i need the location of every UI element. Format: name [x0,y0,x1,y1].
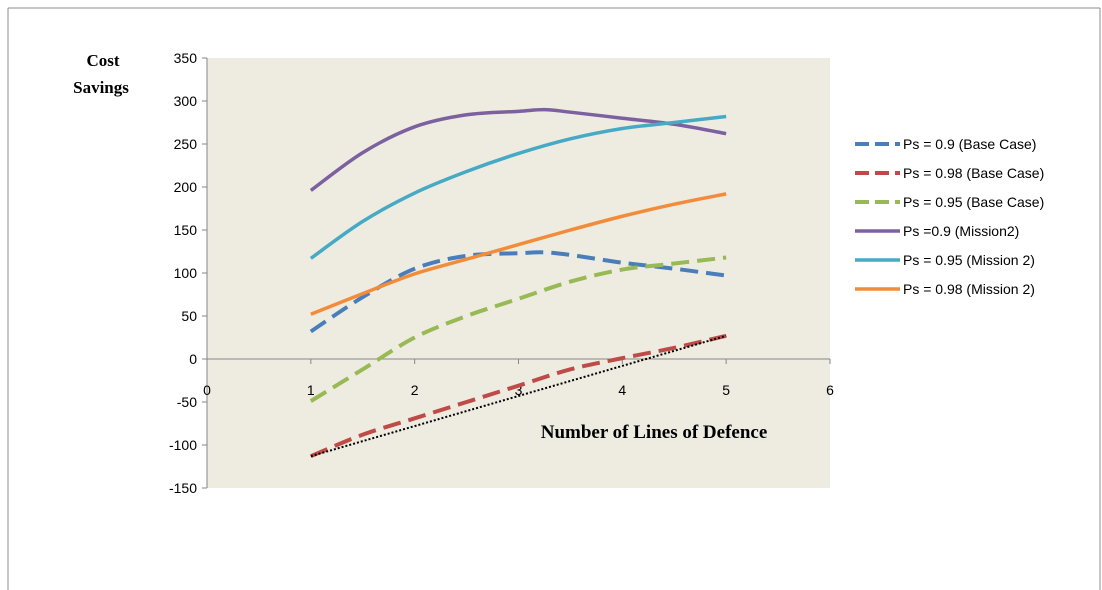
y-tick-label: 50 [181,308,197,324]
legend-label: Ps = 0.9 (Base Case) [903,136,1036,152]
plot-area [207,58,830,488]
y-tick-label: 100 [174,265,198,281]
y-tick-label: -50 [177,394,197,410]
y-tick-label: 350 [174,50,198,66]
y-tick-label: -150 [169,480,197,496]
legend-item-6: Ps = 0.98 (Mission 2) [855,281,1035,297]
y-tick-label: 200 [174,179,198,195]
y-tick-label: 0 [189,351,197,367]
legend-item-4: Ps =0.9 (Mission2) [855,223,1019,239]
y-axis-label-line-2: Savings [73,78,129,97]
series-line-4 [309,107,727,192]
legend-label: Ps =0.9 (Mission2) [903,223,1019,239]
y-axis-label-line-1: Cost [86,51,119,70]
y-tick-label: 150 [174,222,198,238]
series-line-6 [310,192,727,316]
series-line-2 [310,333,727,459]
x-tick-label: 2 [411,382,419,398]
x-tick-label: 0 [203,382,211,398]
y-tick-label: -100 [169,437,197,453]
legend-item-2: Ps = 0.98 (Base Case) [855,165,1044,181]
trendline [310,334,727,458]
legend-label: Ps = 0.98 (Base Case) [903,165,1044,181]
legend-label: Ps = 0.98 (Mission 2) [903,281,1035,297]
legend-item-5: Ps = 0.95 (Mission 2) [855,252,1035,268]
series-line-5 [309,114,727,260]
series-lines [309,107,727,459]
axes: 350 300 250 200 150 100 50 0 -50 -100 -150 0 1 2 3 4 5 6 [169,50,834,496]
x-tick-label: 6 [826,382,834,398]
x-axis-label: Number of Lines of Defence [541,422,768,443]
x-tick-label: 3 [515,382,523,398]
x-tick-label: 4 [618,382,626,398]
legend-item-3: Ps = 0.95 (Base Case) [855,194,1044,210]
x-tick-label: 5 [722,382,730,398]
legend: Ps = 0.9 (Base Case) Ps = 0.98 (Base Case… [855,136,1044,297]
y-tick-label: 300 [174,93,198,109]
legend-label: Ps = 0.95 (Mission 2) [903,252,1035,268]
legend-item-1: Ps = 0.9 (Base Case) [855,136,1036,152]
y-tick-label: 250 [174,136,198,152]
legend-label: Ps = 0.95 (Base Case) [903,194,1044,210]
x-tick-label: 1 [307,382,315,398]
series-line-3 [309,255,727,403]
